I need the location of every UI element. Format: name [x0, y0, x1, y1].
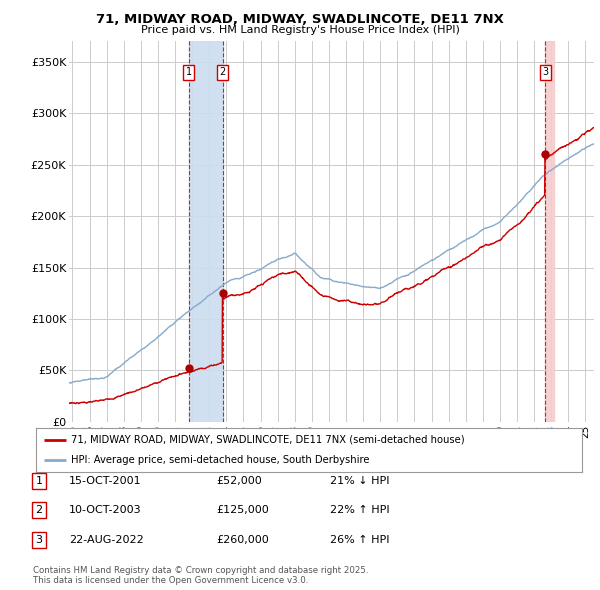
Text: Price paid vs. HM Land Registry's House Price Index (HPI): Price paid vs. HM Land Registry's House … [140, 25, 460, 35]
Text: 21% ↓ HPI: 21% ↓ HPI [330, 476, 389, 486]
Text: 10-OCT-2003: 10-OCT-2003 [69, 506, 142, 515]
Text: £125,000: £125,000 [216, 506, 269, 515]
Text: HPI: Average price, semi-detached house, South Derbyshire: HPI: Average price, semi-detached house,… [71, 455, 370, 465]
Text: 15-OCT-2001: 15-OCT-2001 [69, 476, 142, 486]
Text: 22% ↑ HPI: 22% ↑ HPI [330, 506, 389, 515]
Text: 1: 1 [185, 67, 191, 77]
Text: 2: 2 [35, 506, 43, 515]
Bar [188, 41, 223, 422]
Text: 26% ↑ HPI: 26% ↑ HPI [330, 535, 389, 545]
Text: 2: 2 [220, 67, 226, 77]
Text: 3: 3 [542, 67, 548, 77]
Text: £52,000: £52,000 [216, 476, 262, 486]
Text: Contains HM Land Registry data © Crown copyright and database right 2025.
This d: Contains HM Land Registry data © Crown c… [33, 566, 368, 585]
Text: 1: 1 [35, 476, 43, 486]
Text: 71, MIDWAY ROAD, MIDWAY, SWADLINCOTE, DE11 7NX: 71, MIDWAY ROAD, MIDWAY, SWADLINCOTE, DE… [96, 13, 504, 26]
Text: £260,000: £260,000 [216, 535, 269, 545]
Bar [545, 41, 554, 422]
Text: 3: 3 [35, 535, 43, 545]
Text: 22-AUG-2022: 22-AUG-2022 [69, 535, 144, 545]
Text: 71, MIDWAY ROAD, MIDWAY, SWADLINCOTE, DE11 7NX (semi-detached house): 71, MIDWAY ROAD, MIDWAY, SWADLINCOTE, DE… [71, 435, 465, 445]
